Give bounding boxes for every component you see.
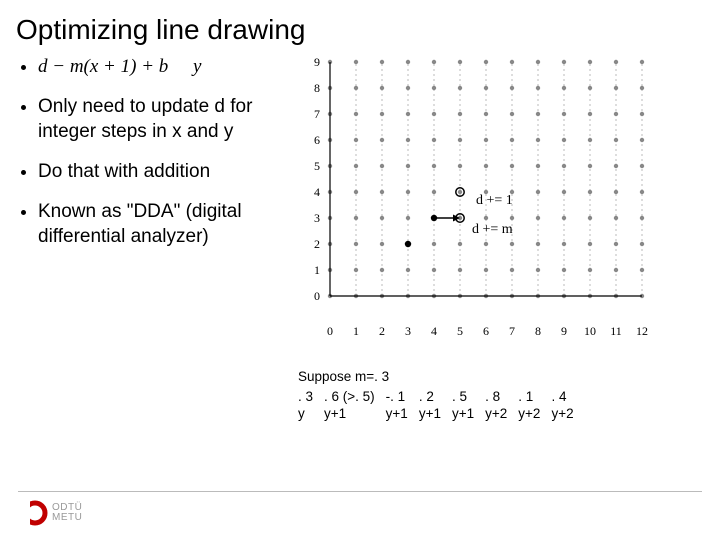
table-cell: . 2 xyxy=(419,388,452,406)
slide-title: Optimizing line drawing xyxy=(0,0,720,54)
table-cell: y xyxy=(298,405,324,423)
table-cell: . 1 xyxy=(518,388,551,406)
table-cell: y+1 xyxy=(386,405,419,423)
table-cell: . 6 (>. 5) xyxy=(324,388,386,406)
formula-y: y xyxy=(193,56,201,77)
bullet-1: Only need to update d for integer steps … xyxy=(38,94,288,145)
suppose-text: Suppose m=. 3 xyxy=(298,368,585,386)
example-table: Suppose m=. 3 . 3. 6 (>. 5)-. 1. 2. 5. 8… xyxy=(298,368,585,423)
grid-chart: 0123456789 0123456789101112 d += 1 d += … xyxy=(296,58,676,348)
table-cell: -. 1 xyxy=(386,388,419,406)
formula-main: d − m(x + 1) + b xyxy=(38,56,168,77)
grid-svg xyxy=(326,58,650,304)
bullet-2: Do that with addition xyxy=(38,159,288,185)
table-cell: y+1 xyxy=(324,405,386,423)
logo: ODTÜ METU xyxy=(22,500,720,526)
footer: ODTÜ METU xyxy=(0,491,720,526)
table-cell: . 4 xyxy=(551,388,584,406)
bullet-3: Known as "DDA" (digital differential ana… xyxy=(38,199,288,250)
table-cell: y+1 xyxy=(419,405,452,423)
logo-metu: METU xyxy=(52,513,82,524)
table-cell: . 5 xyxy=(452,388,485,406)
table-cell: y+2 xyxy=(551,405,584,423)
table-cell: . 3 xyxy=(298,388,324,406)
table-cell: y+2 xyxy=(485,405,518,423)
annot-d-plus-1: d += 1 xyxy=(476,193,513,209)
table-cell: . 8 xyxy=(485,388,518,406)
bullet-formula: d − m(x + 1) + b y xyxy=(38,54,288,80)
bullets-column: d − m(x + 1) + b y Only need to update d… xyxy=(16,54,296,348)
annot-d-plus-m: d += m xyxy=(472,222,513,238)
table-cell: y+2 xyxy=(518,405,551,423)
odtu-logo-icon xyxy=(22,500,48,526)
table-cell: y+1 xyxy=(452,405,485,423)
